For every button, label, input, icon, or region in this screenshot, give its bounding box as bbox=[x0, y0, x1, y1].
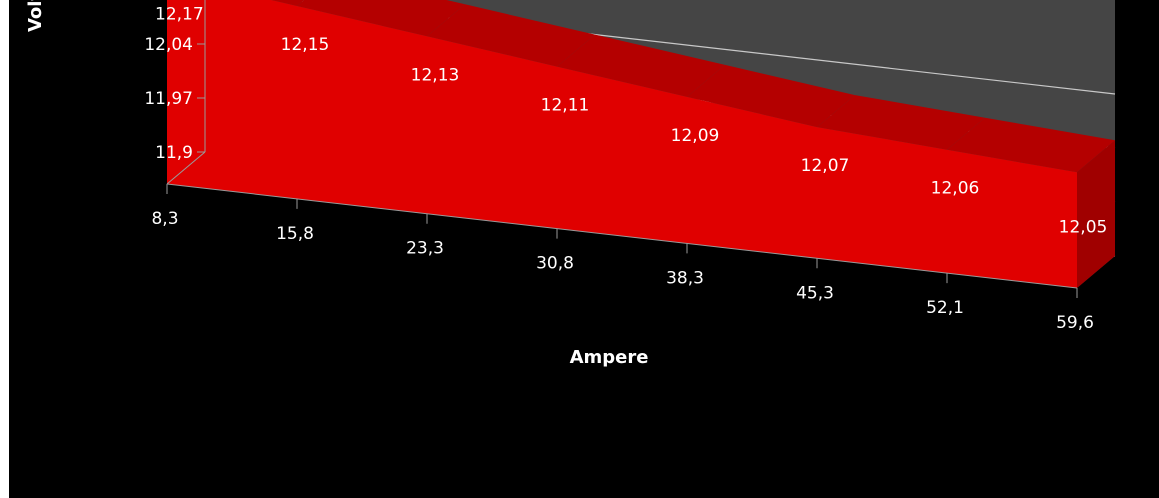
x-tick-label: 52,1 bbox=[926, 298, 964, 318]
x-tick-label: 45,3 bbox=[796, 283, 834, 303]
x-axis-line bbox=[166, 183, 1078, 289]
depth-axis-line bbox=[166, 151, 206, 185]
x-tick-label: 30,8 bbox=[536, 254, 574, 274]
area-top-segment bbox=[817, 95, 985, 150]
y-tick-label: 12,04 bbox=[144, 35, 193, 55]
x-tick-label: 38,3 bbox=[666, 268, 704, 288]
x-tick-label: 23,3 bbox=[406, 239, 444, 259]
data-label: 12,06 bbox=[931, 179, 980, 199]
area-top-segment bbox=[427, 4, 595, 67]
x-tick-label: 59,6 bbox=[1056, 313, 1094, 333]
area-top-segment bbox=[557, 34, 725, 97]
chart-svg: 11,9 11,97 12,04 12,11 8,3 15,8 23,3 30,8 38,3 45… bbox=[25, 0, 1116, 368]
data-label: 12,07 bbox=[801, 156, 850, 176]
axes-layer bbox=[166, 0, 1078, 298]
chart-area: 11,9 11,97 12,04 12,11 8,3 15,8 23,3 30,8 38,3 45… bbox=[9, 0, 1159, 498]
data-label: 12,13 bbox=[411, 65, 460, 85]
y-tick-label: 11,97 bbox=[144, 89, 193, 109]
y-tick-label: 11,9 bbox=[155, 143, 193, 163]
x-tick-label: 15,8 bbox=[276, 224, 314, 244]
area-top-segment bbox=[271, 0, 305, 6]
data-label: 12,09 bbox=[671, 126, 720, 146]
area-top-segment bbox=[297, 0, 465, 37]
area-top-segment bbox=[687, 64, 855, 128]
data-label: 12,15 bbox=[281, 35, 330, 55]
x-tick-label: 8,3 bbox=[151, 209, 178, 229]
labels-layer: 11,9 11,97 12,04 12,11 8,3 15,8 23,3 30,8 38,3 45… bbox=[144, 0, 1107, 333]
y-axis-title: Volt bbox=[25, 0, 46, 32]
area-side bbox=[1077, 140, 1115, 288]
area-front bbox=[167, 0, 1077, 288]
data-label: 12,05 bbox=[1059, 217, 1108, 237]
area-layer bbox=[167, 0, 1115, 288]
data-label: 12,17 bbox=[155, 5, 204, 25]
data-label: 12,11 bbox=[541, 96, 590, 116]
x-axis-title: Ampere bbox=[570, 347, 649, 368]
y-tick-label: 12,11 bbox=[144, 0, 193, 1]
area-top-segment bbox=[947, 117, 1115, 173]
